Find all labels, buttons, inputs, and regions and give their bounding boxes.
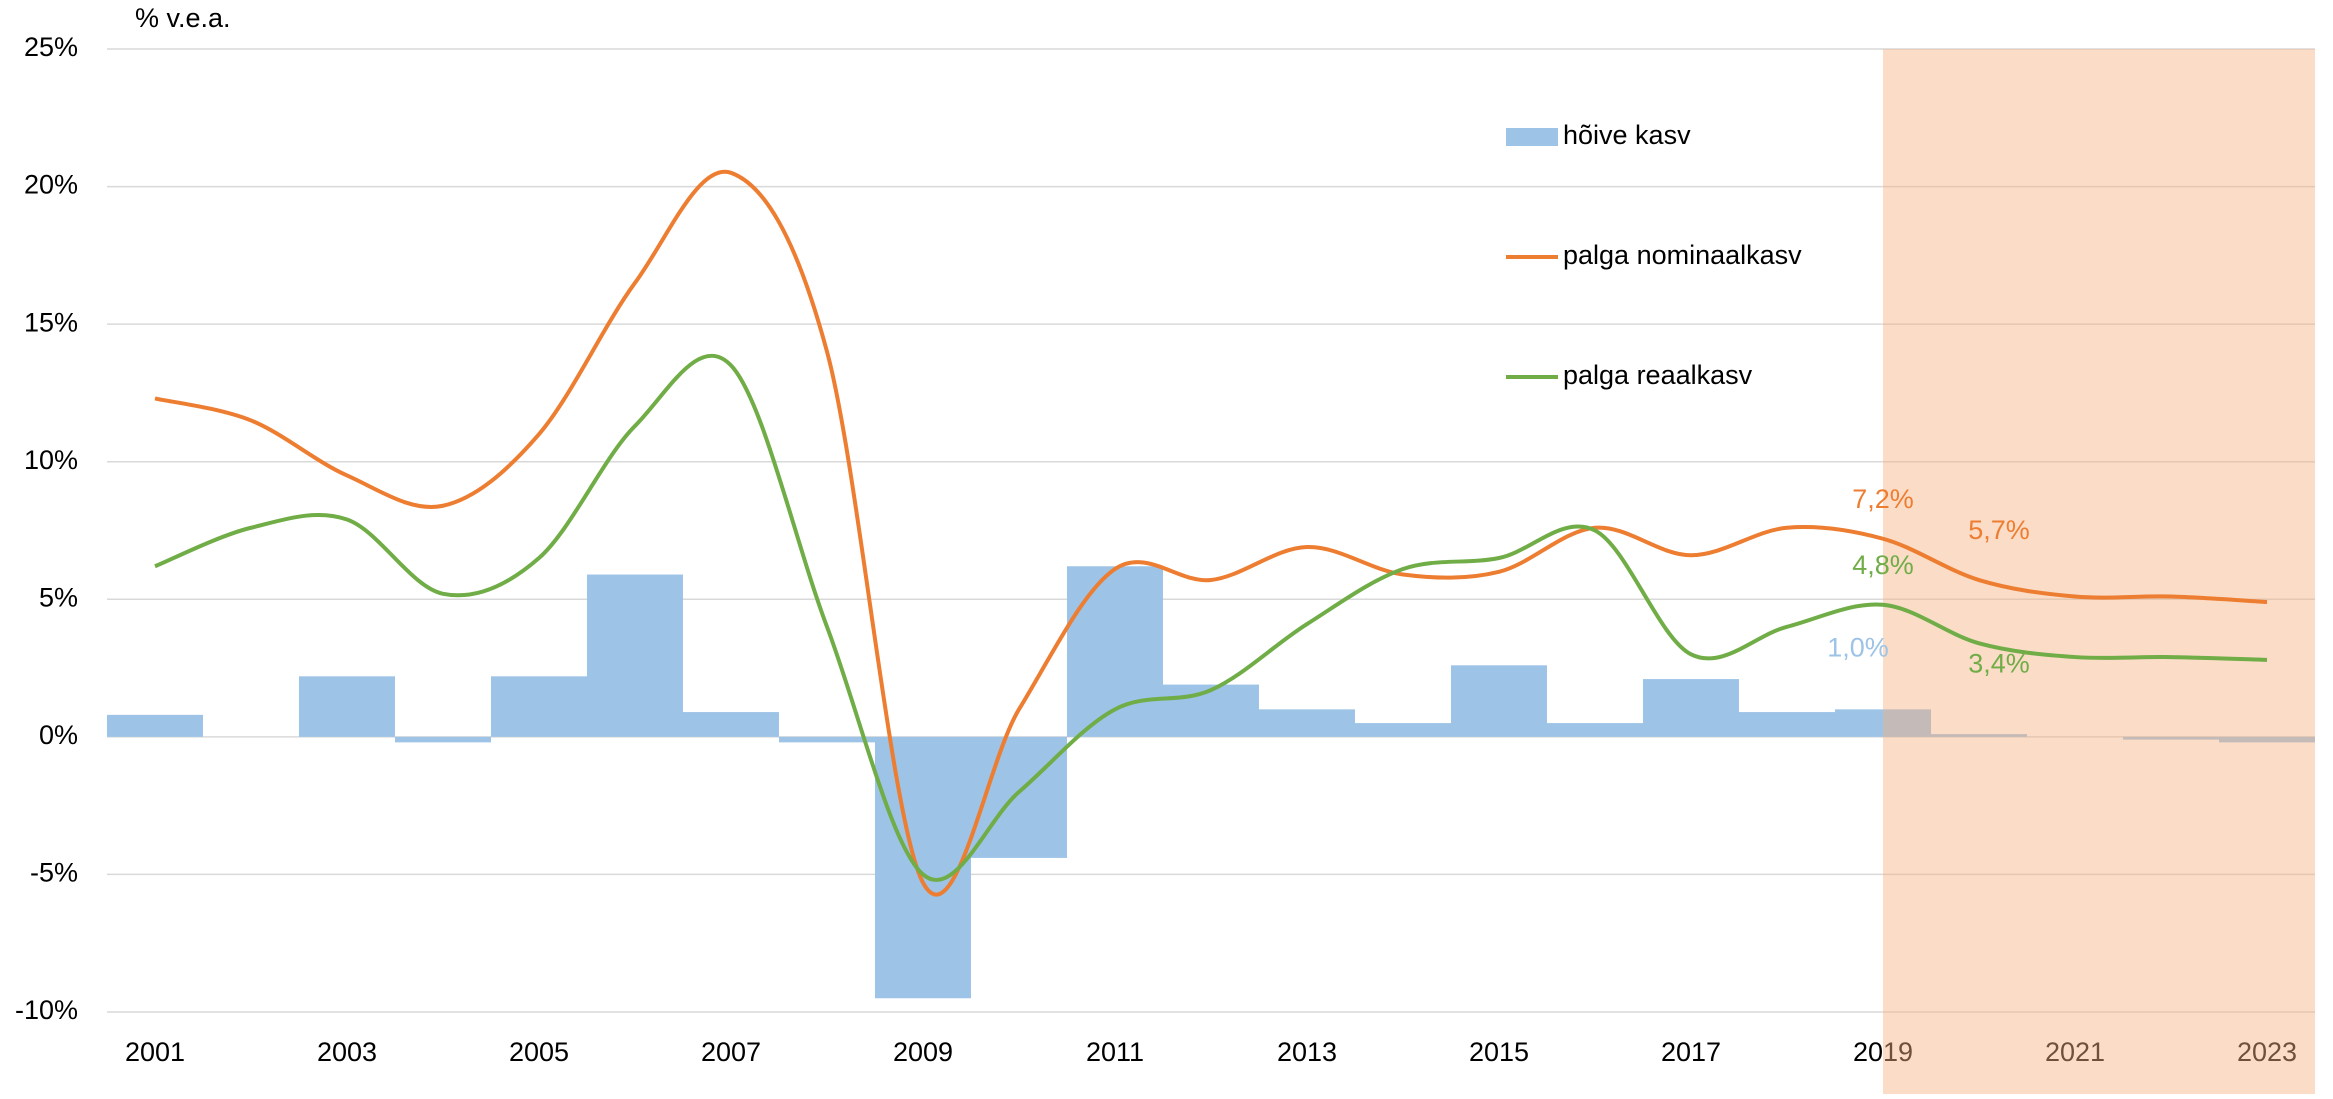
x-tick-label: 2013 (1277, 1037, 1337, 1067)
y-tick-label: -10% (15, 995, 78, 1025)
forecast-region (1883, 49, 2315, 1094)
bar (1547, 723, 1643, 737)
bar (1835, 709, 1931, 737)
bar (1451, 665, 1547, 737)
data-label: 5,7% (1968, 515, 2030, 545)
y-tick-label: 15% (24, 307, 78, 337)
y-tick-label: 5% (39, 582, 78, 612)
data-label: 1,0% (1827, 632, 1889, 662)
x-tick-label: 2003 (317, 1037, 377, 1067)
bar (2123, 736, 2219, 740)
x-tick-label: 2015 (1469, 1037, 1529, 1067)
bar (1643, 679, 1739, 737)
bar (2219, 736, 2315, 743)
x-tick-label: 2019 (1853, 1037, 1913, 1067)
legend-label: palga nominaalkasv (1563, 240, 1802, 270)
data-label: 3,4% (1968, 648, 2030, 678)
y-tick-label: 10% (24, 445, 78, 475)
line (154, 353, 2268, 882)
y-tick-label: -5% (30, 858, 78, 888)
x-tick-label: 2007 (701, 1037, 761, 1067)
bar (107, 714, 203, 737)
legend-label: hõive kasv (1563, 120, 1691, 150)
y-tick-label: 20% (24, 170, 78, 200)
bar (491, 676, 587, 737)
bar (395, 736, 491, 743)
x-tick-label: 2011 (1086, 1037, 1144, 1067)
x-tick-label: 2001 (125, 1037, 185, 1067)
line (154, 169, 2268, 897)
x-tick-label: 2005 (509, 1037, 569, 1067)
bar (1931, 734, 2027, 737)
y-axis-label: % v.e.a. (135, 3, 231, 33)
y-tick-label: 0% (39, 720, 78, 750)
bar (683, 712, 779, 737)
y-tick-label: 25% (24, 32, 78, 62)
bar (587, 574, 683, 737)
bar (1355, 723, 1451, 737)
x-tick-label: 2023 (2237, 1037, 2297, 1067)
legend-label: palga reaalkasv (1563, 360, 1753, 390)
data-label: 7,2% (1852, 484, 1914, 514)
legend-swatch (1506, 128, 1558, 146)
bar (875, 736, 971, 999)
bar (1163, 684, 1259, 737)
data-label: 4,8% (1852, 550, 1914, 580)
bar (299, 676, 395, 737)
bar (779, 736, 875, 743)
bar (971, 736, 1067, 858)
bar (1259, 709, 1355, 737)
x-tick-label: 2009 (893, 1037, 953, 1067)
bar (1739, 712, 1835, 737)
x-tick-label: 2017 (1661, 1037, 1721, 1067)
x-tick-label: 2021 (2045, 1037, 2105, 1067)
